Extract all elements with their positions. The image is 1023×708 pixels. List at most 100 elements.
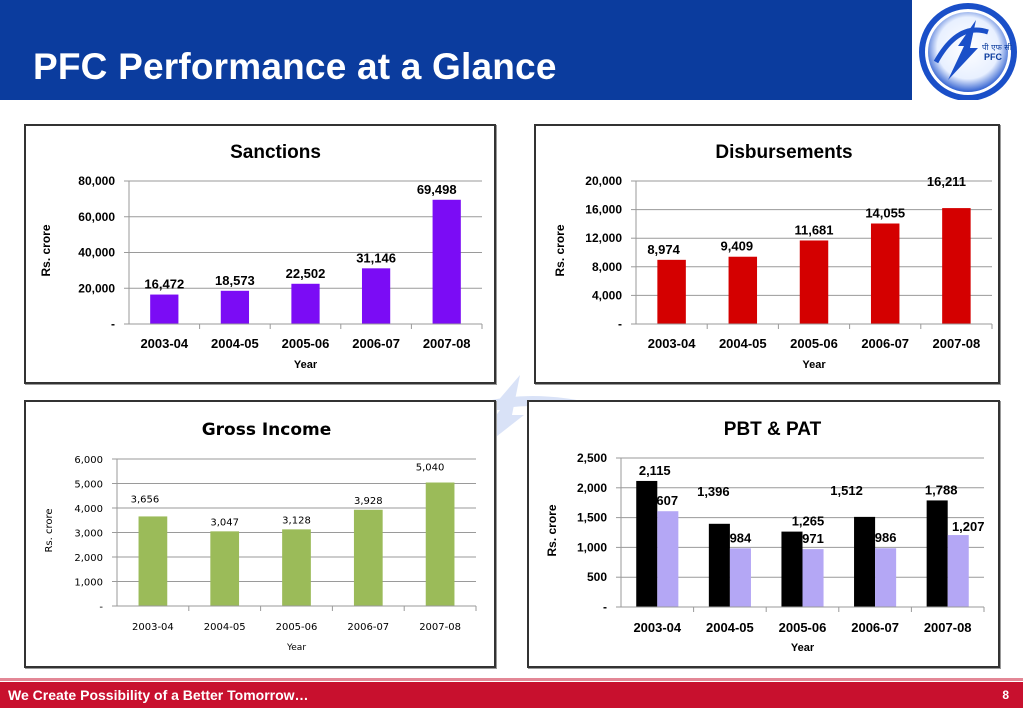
disbursements-chart: Disbursements - 4,000 8,000 12,000 16,000 20,0… — [534, 124, 1000, 384]
y-tick-label: - — [111, 317, 115, 331]
svg-text:पी एफ सी: पी एफ सी — [982, 42, 1013, 52]
x-tick-label: 2005-06 — [790, 336, 838, 351]
x-tick-label: 2007-08 — [933, 336, 981, 351]
y-axis-label: Rs. crore — [545, 504, 559, 556]
x-tick-label: 2004-05 — [719, 336, 767, 351]
bar — [432, 199, 461, 324]
data-label: 5,040 — [416, 463, 445, 474]
x-tick-label: 2004-05 — [211, 336, 259, 351]
y-axis-label: Rs. crore — [39, 224, 53, 276]
bar — [361, 268, 391, 324]
data-label: 1,265 — [792, 514, 825, 529]
y-tick-label: 20,000 — [585, 174, 622, 188]
x-tick-label: 2004-05 — [706, 620, 754, 635]
x-tick-label: 2005-06 — [779, 620, 827, 635]
y-tick-label: 1,000 — [74, 578, 103, 589]
bar — [947, 535, 969, 607]
data-label: 1,512 — [830, 483, 863, 498]
data-label: 16,472 — [144, 277, 184, 292]
x-tick-label: 2007-08 — [419, 622, 461, 633]
bar — [657, 259, 686, 324]
bar — [210, 531, 240, 606]
bar — [425, 482, 455, 606]
bar — [636, 480, 658, 607]
y-tick-label: - — [618, 317, 622, 331]
data-label: 1,788 — [925, 482, 958, 497]
bar — [870, 223, 900, 324]
bar — [353, 509, 383, 606]
y-tick-label: - — [603, 600, 607, 614]
data-label: 69,498 — [417, 182, 457, 197]
y-axis-label: Rs. crore — [44, 508, 55, 552]
chart-title: PBT & PAT — [724, 419, 822, 440]
data-label: 11,681 — [794, 222, 833, 237]
y-tick-label: 5,000 — [74, 480, 103, 491]
data-label: 18,573 — [215, 273, 255, 288]
bar — [875, 548, 897, 607]
x-tick-label: 2006-07 — [861, 336, 909, 351]
bar — [657, 511, 679, 607]
data-label: 2,115 — [639, 463, 671, 478]
data-label: 1,396 — [697, 484, 730, 499]
footer-tagline: We Create Possibility of a Better Tomorr… — [8, 687, 309, 703]
bar — [799, 240, 829, 324]
bar — [942, 208, 971, 324]
data-label: 3,128 — [282, 515, 311, 526]
x-tick-label: 2003-04 — [648, 336, 696, 351]
data-label: 971 — [802, 531, 824, 546]
pfc-logo: पी एफ सी PFC — [918, 2, 1018, 101]
chart-title: Gross Income — [202, 420, 332, 440]
y-tick-label: 20,000 — [78, 281, 115, 295]
y-tick-label: 4,000 — [592, 288, 622, 302]
slide-title: PFC Performance at a Glance — [33, 46, 557, 87]
x-tick-label: 2007-08 — [924, 620, 972, 635]
x-axis-label: Year — [791, 642, 815, 654]
data-label: 986 — [875, 530, 897, 545]
bar — [708, 523, 730, 607]
data-label: 3,047 — [210, 517, 239, 528]
y-tick-label: 2,500 — [577, 451, 607, 465]
data-label: 984 — [730, 530, 752, 545]
chart-title: Sanctions — [230, 142, 321, 163]
data-label: 1,207 — [952, 519, 985, 534]
bar — [728, 256, 758, 324]
page-number: 8 — [1002, 688, 1009, 702]
y-tick-label: 16,000 — [585, 203, 622, 217]
sanctions-chart: Sanctions - 20,000 40,000 60,000 80,000 Rs. cr… — [24, 124, 496, 384]
bar — [282, 529, 311, 606]
x-tick-label: 2003-04 — [140, 336, 188, 351]
data-label: 14,055 — [865, 206, 905, 221]
x-tick-label: 2005-06 — [276, 622, 318, 633]
y-tick-label: 8,000 — [592, 260, 622, 274]
chart-title: Disbursements — [715, 142, 852, 163]
y-tick-label: 1,000 — [577, 540, 607, 554]
slide-footer: We Create Possibility of a Better Tomorr… — [0, 682, 1023, 708]
y-tick-label: 3,000 — [74, 529, 103, 540]
y-tick-label: 40,000 — [78, 246, 115, 260]
x-tick-label: 2003-04 — [633, 620, 681, 635]
footer-divider — [0, 678, 1023, 681]
y-tick-label: 80,000 — [78, 174, 115, 188]
slide-header: PFC Performance at a Glance — [0, 0, 912, 100]
x-tick-label: 2006-07 — [347, 622, 389, 633]
bar — [926, 500, 948, 607]
data-label: 9,409 — [721, 239, 754, 254]
x-tick-label: 2004-05 — [204, 622, 246, 633]
gross-income-chart: Gross Income - 1,000 2,000 3,000 4,000 5,000 6,… — [24, 400, 496, 668]
bar — [802, 549, 824, 607]
x-tick-label: 2005-06 — [282, 336, 330, 351]
bar — [729, 548, 751, 607]
bar — [854, 516, 876, 607]
data-label: 8,974 — [647, 242, 680, 257]
y-tick-label: - — [99, 602, 103, 613]
y-tick-label: 4,000 — [74, 504, 103, 515]
bar — [138, 516, 168, 606]
data-label: 22,502 — [286, 266, 326, 281]
y-tick-label: 1,500 — [577, 511, 607, 525]
y-tick-label: 6,000 — [74, 455, 103, 466]
y-axis-label: Rs. crore — [553, 224, 567, 276]
y-tick-label: 12,000 — [585, 231, 622, 245]
y-tick-label: 2,000 — [577, 481, 607, 495]
x-tick-label: 2006-07 — [851, 620, 899, 635]
y-tick-label: 60,000 — [78, 210, 115, 224]
